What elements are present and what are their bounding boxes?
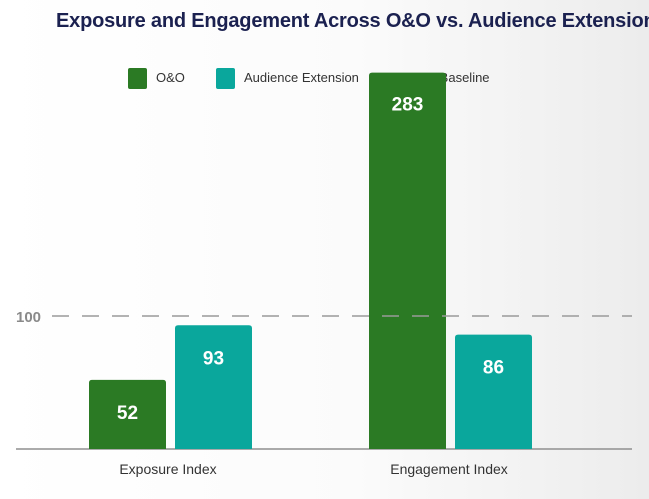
bar-engagement-index-o-o — [369, 72, 446, 450]
x-tick-label-engagement-index: Engagement Index — [390, 461, 508, 477]
baseline-label: 100 — [16, 309, 41, 326]
legend-label-oo: O&O — [156, 70, 185, 85]
legend-swatch-audience-extension — [216, 68, 235, 89]
bar-engagement-index-audience-extension — [455, 334, 532, 449]
bar-value-label-exposure-index-o-o: 52 — [117, 403, 138, 424]
legend-swatch-oo — [128, 68, 147, 89]
chart-title: Exposure and Engagement Across O&O vs. A… — [56, 10, 649, 32]
bar-value-label-exposure-index-audience-extension: 93 — [203, 348, 224, 369]
bar-exposure-index-o-o — [89, 379, 166, 449]
legend-label-audience-extension: Audience Extension — [244, 70, 359, 85]
bar-exposure-index-audience-extension — [175, 325, 252, 449]
bar-value-label-engagement-index-audience-extension: 86 — [483, 358, 504, 379]
bar-value-label-engagement-index-o-o: 283 — [392, 95, 424, 116]
x-tick-label-exposure-index: Exposure Index — [119, 461, 216, 477]
